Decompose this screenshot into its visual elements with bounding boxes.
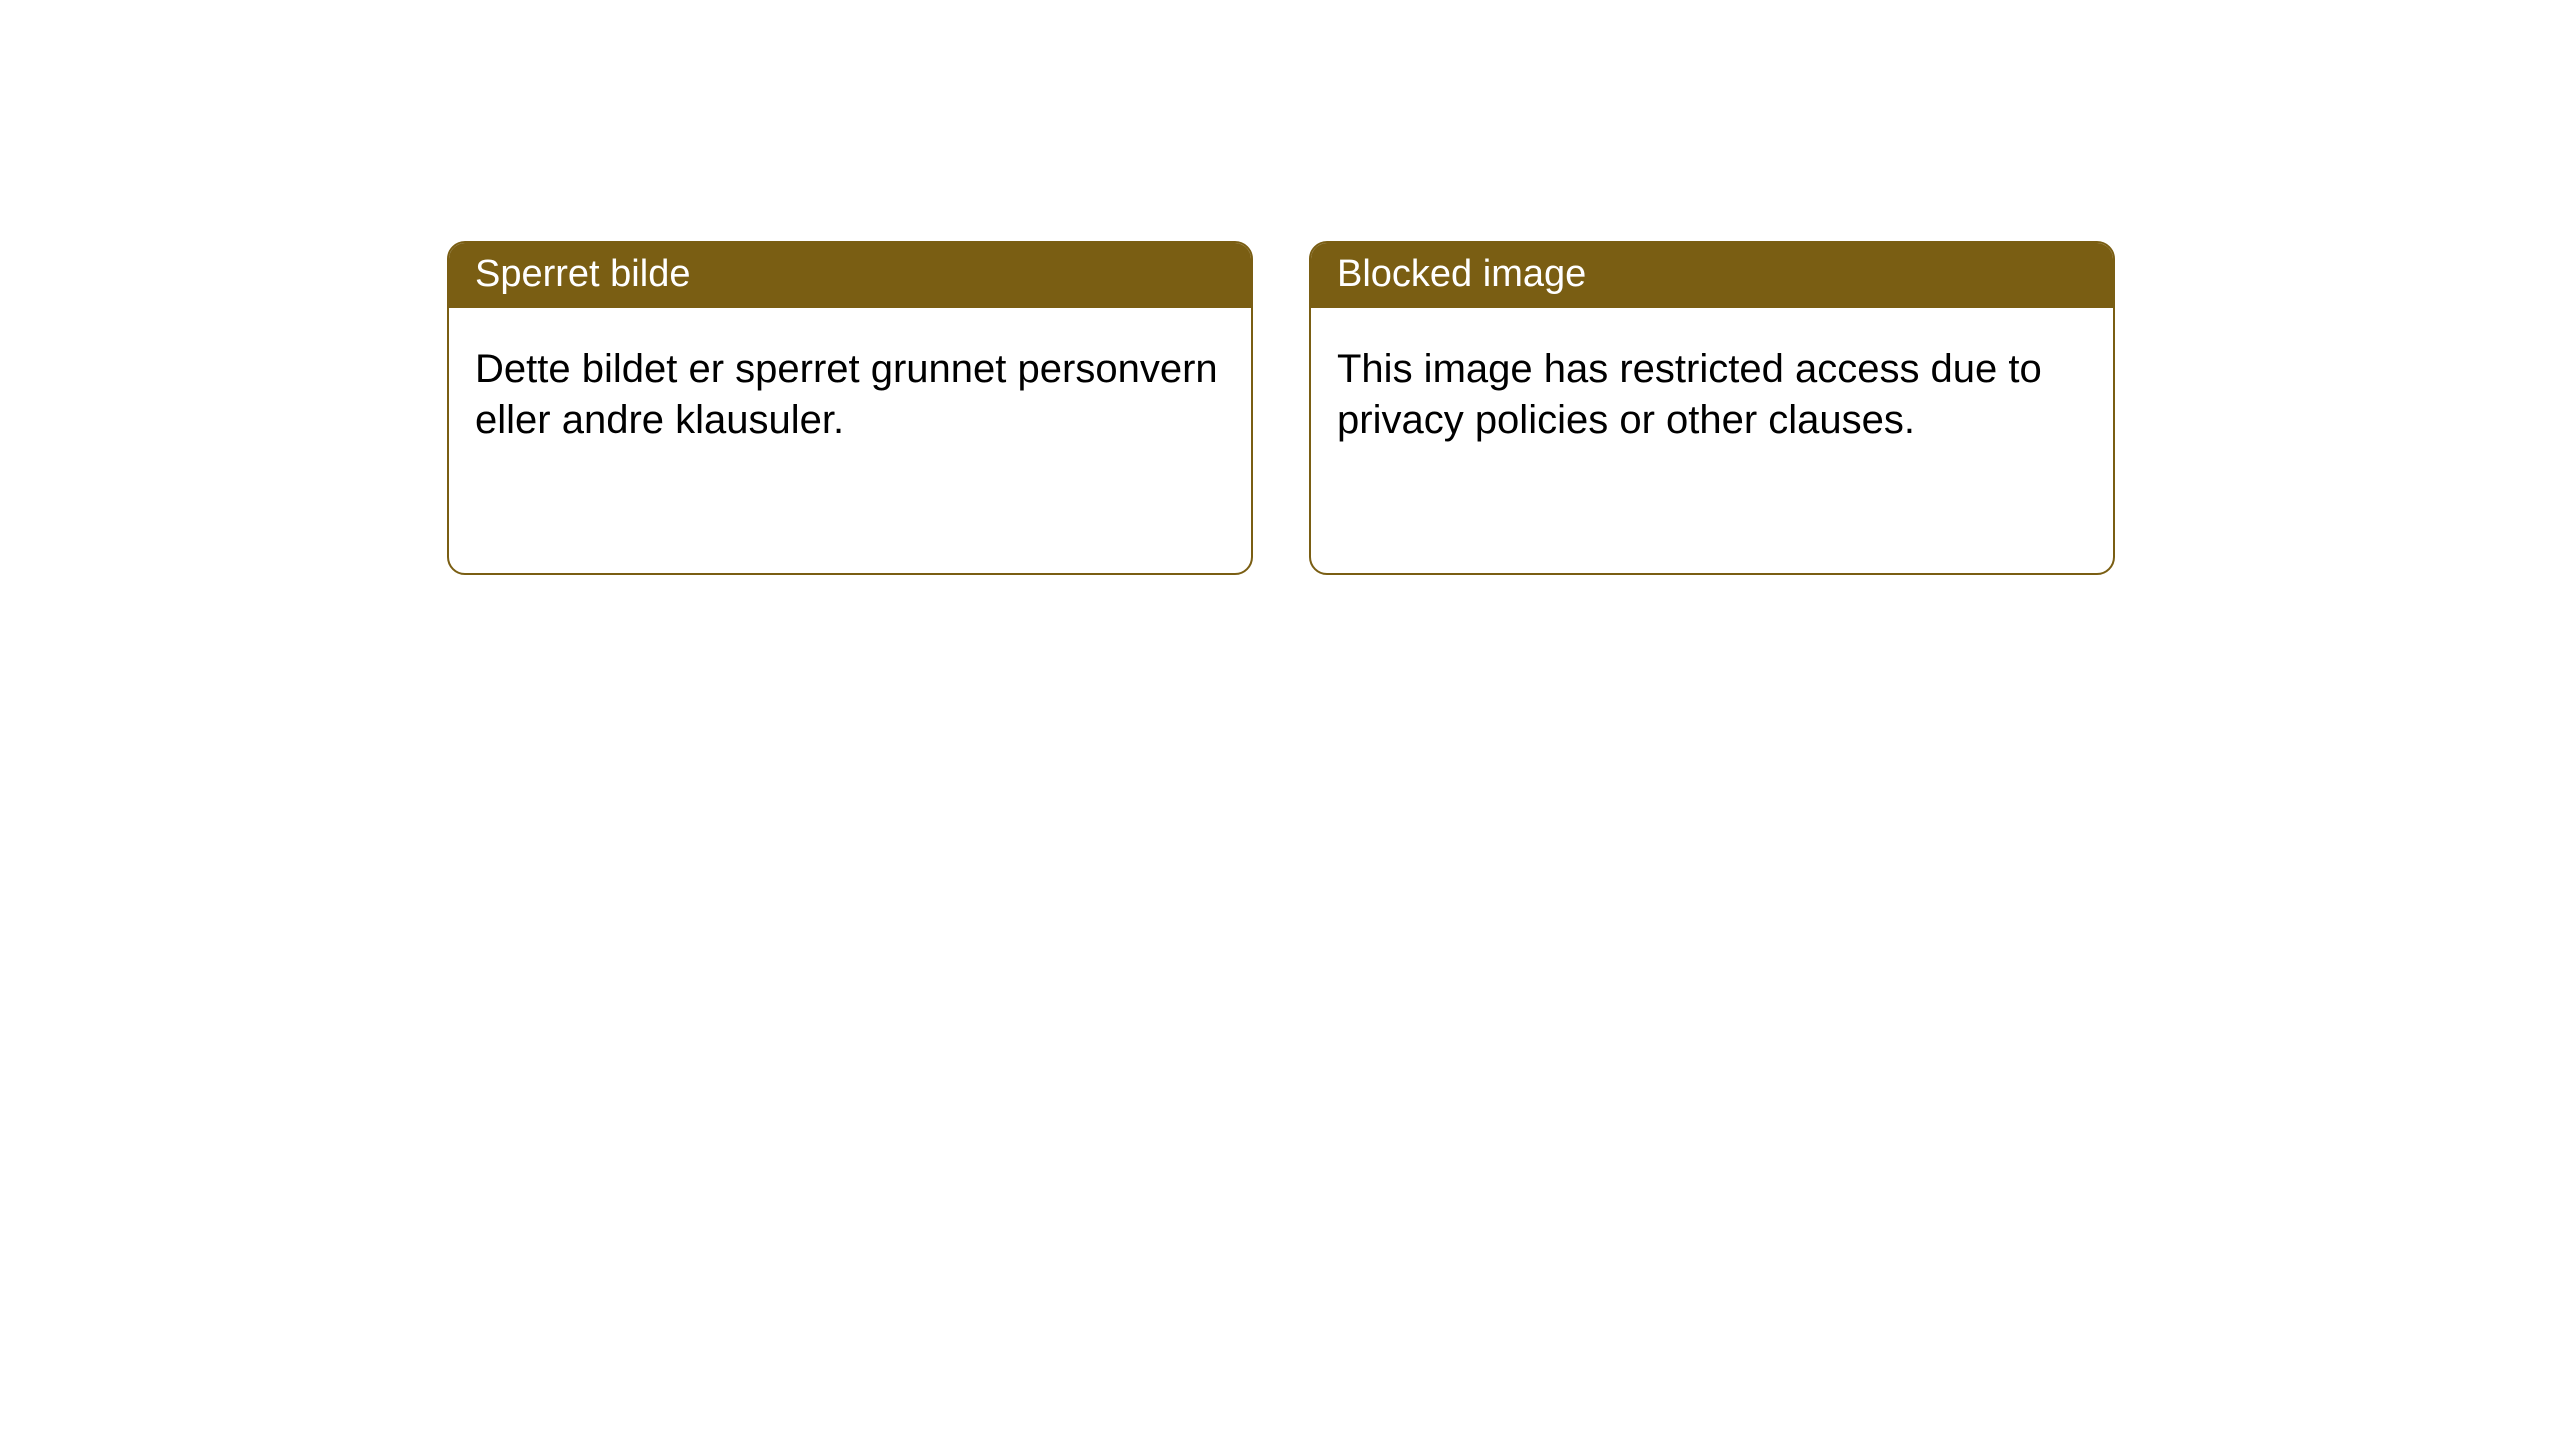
card-title: Sperret bilde xyxy=(449,243,1251,308)
notice-card-norwegian: Sperret bilde Dette bildet er sperret gr… xyxy=(447,241,1253,575)
card-title: Blocked image xyxy=(1311,243,2113,308)
notice-cards-container: Sperret bilde Dette bildet er sperret gr… xyxy=(0,0,2560,575)
card-body-text: Dette bildet er sperret grunnet personve… xyxy=(449,308,1251,466)
notice-card-english: Blocked image This image has restricted … xyxy=(1309,241,2115,575)
card-body-text: This image has restricted access due to … xyxy=(1311,308,2113,466)
